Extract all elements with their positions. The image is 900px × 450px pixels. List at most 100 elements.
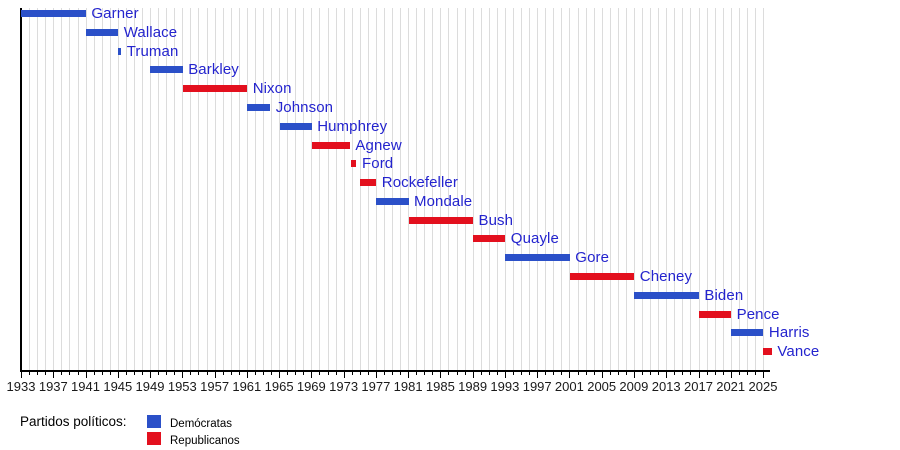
axis-tick (617, 371, 619, 376)
timeline-bar-cheney[interactable] (569, 272, 635, 280)
axis-tick (182, 371, 184, 379)
gridline (521, 8, 522, 371)
bar-label-biden[interactable]: Biden (704, 286, 744, 304)
gridline (158, 8, 160, 371)
bar-label-garner[interactable]: Garner (91, 5, 139, 22)
axis-tick (343, 371, 345, 379)
bar-label-pence[interactable]: Pence (736, 305, 780, 323)
gridline (601, 8, 603, 371)
axis-tick-label: 1981 (393, 379, 423, 394)
axis-tick (93, 371, 95, 376)
gridline (150, 8, 151, 371)
gridline (504, 8, 506, 371)
axis-tick (722, 371, 724, 376)
timeline-bar-truman[interactable] (118, 47, 122, 55)
timeline-bar-barkley[interactable] (150, 66, 183, 74)
legend-label-republicans: Republicanos (170, 435, 240, 447)
bar-label-bush[interactable]: Bush (478, 211, 514, 229)
gridline (45, 8, 47, 371)
timeline-bar-wallace[interactable] (85, 28, 119, 36)
gridline (690, 8, 692, 371)
gridline (617, 8, 619, 371)
axis-tick (166, 371, 168, 376)
gridline (488, 8, 490, 371)
bar-label-mondale[interactable]: Mondale (414, 192, 473, 210)
axis-tick (254, 371, 256, 376)
axis-tick (609, 371, 611, 376)
gridline (351, 8, 353, 371)
axis-tick (367, 371, 369, 376)
axis-tick (214, 371, 216, 379)
axis-tick (633, 371, 635, 379)
gridline (117, 8, 119, 371)
bar-label-agnew[interactable]: Agnew (355, 136, 402, 154)
gridline (206, 8, 208, 371)
gridline (682, 8, 684, 371)
axis-tick (553, 371, 555, 376)
bar-label-quayle[interactable]: Quayle (510, 230, 559, 248)
axis-tick (335, 371, 337, 376)
gridline (214, 8, 216, 371)
bar-label-humphrey[interactable]: Humphrey (317, 117, 388, 135)
gridline (319, 8, 321, 371)
gridline (561, 8, 563, 371)
bar-label-gore[interactable]: Gore (575, 249, 610, 267)
timeline-bar-gore[interactable] (505, 254, 570, 262)
bar-label-nixon[interactable]: Nixon (252, 80, 292, 98)
timeline-bar-harris[interactable] (731, 329, 764, 337)
legend-swatch-republicans (147, 432, 161, 445)
timeline-bar-johnson[interactable] (247, 103, 271, 111)
gridline (658, 8, 660, 371)
gridline (327, 8, 329, 371)
axis-tick (706, 371, 708, 376)
axis-tick-label: 1953 (167, 379, 197, 394)
bar-label-cheney[interactable]: Cheney (639, 267, 693, 285)
axis-tick (521, 371, 522, 376)
bar-label-vance[interactable]: Vance (777, 343, 820, 360)
bar-label-truman[interactable]: Truman (126, 42, 179, 60)
bar-label-barkley[interactable]: Barkley (188, 61, 239, 79)
axis-tick (448, 371, 450, 376)
gridline (633, 8, 635, 371)
timeline-bar-quayle[interactable] (473, 235, 506, 243)
axis-tick (295, 371, 297, 376)
timeline-bar-biden[interactable] (634, 291, 699, 299)
bar-label-rockefeller[interactable]: Rockefeller (381, 174, 458, 191)
axis-tick (303, 371, 305, 376)
gridline (754, 8, 756, 371)
bar-label-wallace[interactable]: Wallace (123, 23, 178, 41)
timeline-bar-nixon[interactable] (182, 85, 248, 93)
axis-tick-label: 2017 (684, 379, 713, 394)
timeline-bar-agnew[interactable] (311, 141, 350, 149)
axis-tick (150, 371, 151, 379)
bar-label-ford[interactable]: Ford (362, 155, 394, 173)
bar-label-harris[interactable]: Harris (768, 324, 810, 342)
gridline (246, 8, 248, 371)
timeline-bar-bush[interactable] (408, 216, 473, 224)
axis-tick-label: 1961 (232, 379, 262, 394)
axis-tick (537, 371, 539, 379)
gridline (480, 8, 482, 371)
axis-tick (504, 371, 506, 379)
timeline-bar-humphrey[interactable] (279, 122, 312, 130)
timeline-bar-rockefeller[interactable] (359, 179, 377, 186)
timeline-bar-garner[interactable] (21, 10, 86, 17)
bar-label-johnson[interactable]: Johnson (275, 98, 334, 116)
axis-tick (238, 371, 240, 376)
timeline-bar-mondale[interactable] (376, 197, 409, 205)
timeline-bar-ford[interactable] (351, 160, 357, 168)
gridline (400, 8, 402, 371)
axis-tick (311, 371, 313, 379)
axis-tick-label: 1949 (135, 379, 165, 394)
gridline (287, 8, 289, 371)
axis-tick (133, 371, 135, 376)
gridline (593, 8, 595, 371)
timeline-bar-pence[interactable] (698, 310, 732, 318)
axis-tick (392, 371, 393, 376)
timeline-bar-vance[interactable] (763, 348, 772, 355)
axis-tick (456, 371, 458, 376)
gridline (763, 8, 764, 371)
axis-tick-label: 2013 (651, 379, 681, 394)
